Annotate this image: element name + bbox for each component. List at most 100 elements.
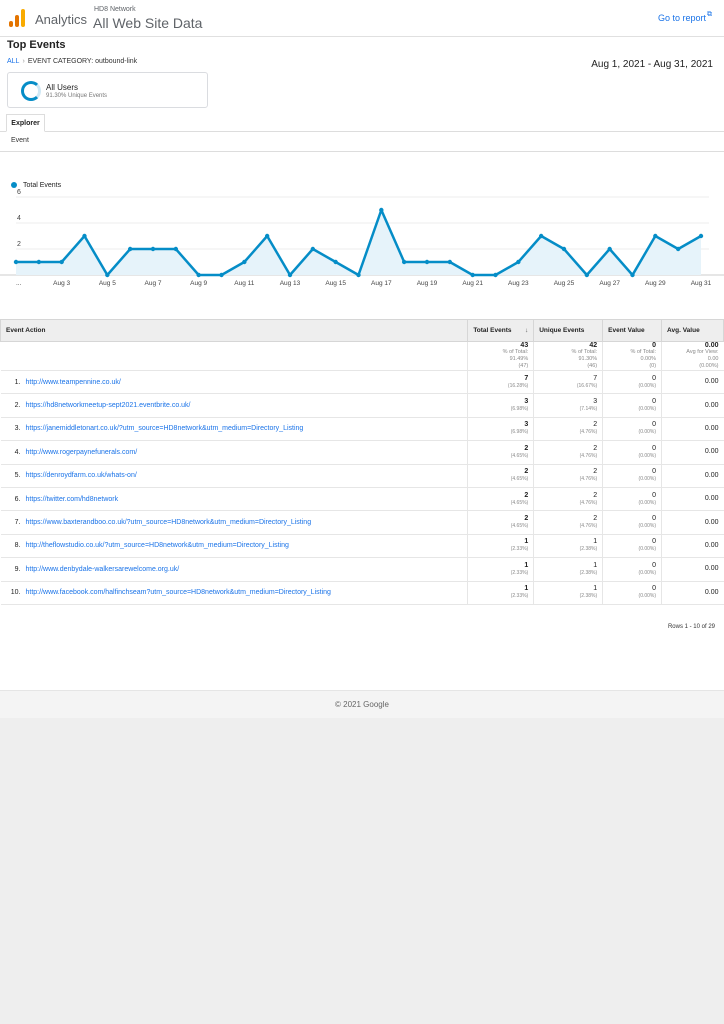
col-header-avg-value[interactable]: Avg. Value (661, 319, 724, 342)
table-row: 7. https://www.baxterandboo.co.uk/?utm_so… (0, 510, 724, 535)
data-point[interactable] (675, 246, 681, 252)
legend-total-events[interactable]: Total Events (23, 182, 62, 189)
breadcrumb-all-link[interactable]: ALL (7, 58, 20, 65)
col-header-event-action[interactable]: Event Action (0, 319, 469, 342)
event-value-cell: 0 (0.00%) (602, 510, 662, 535)
property-name[interactable]: All Web Site Data (93, 15, 203, 31)
totals-value-pct-label: % of Total: (630, 349, 657, 355)
x-tick-label: Aug 23 (508, 280, 529, 287)
data-point[interactable] (401, 259, 407, 265)
event-action-cell: 7. https://www.baxterandboo.co.uk/?utm_so… (0, 510, 468, 535)
data-point[interactable] (653, 233, 658, 239)
col-header-event-value[interactable]: Event Value (602, 319, 663, 342)
event-action-link[interactable]: http://www.rogerpaynefunerals.com/ (25, 448, 138, 456)
data-point[interactable] (561, 246, 567, 252)
data-point[interactable] (630, 272, 635, 278)
data-point[interactable] (493, 272, 498, 278)
data-point[interactable] (470, 272, 475, 278)
data-point[interactable] (105, 272, 110, 278)
event-action-link[interactable]: http://www.teampennine.co.uk/ (25, 378, 121, 386)
series-area (16, 210, 701, 275)
y-tick-label: 6 (17, 189, 21, 196)
x-tick-label: Aug 15 (325, 280, 346, 287)
totals-row: 43 % of Total: 91.49% (47) 42 % of Total… (0, 341, 724, 371)
x-tick-label: Aug 31 (691, 280, 712, 287)
data-point[interactable] (379, 207, 384, 213)
event-action-link[interactable]: https://hd8networkmeetup-sept2021.eventb… (25, 402, 191, 410)
data-point[interactable] (127, 246, 133, 252)
col-header-total-events[interactable]: Total Events ↓ (467, 319, 535, 342)
event-action-link[interactable]: https://janemiddletonart.co.uk/?utm_sour… (25, 425, 304, 433)
total-events-value: 2 (524, 444, 529, 452)
data-point[interactable] (516, 259, 521, 265)
event-action-link[interactable]: https://www.baxterandboo.co.uk/?utm_sour… (25, 519, 312, 527)
event-value-cell: 0 (0.00%) (602, 557, 662, 582)
avg-value-cell: 0.00 (661, 557, 724, 582)
data-point[interactable] (150, 246, 156, 252)
go-to-report-link[interactable]: Go to report (657, 13, 706, 23)
total-events-cell: 2 (4.65%) (467, 464, 534, 488)
event-action-link[interactable]: https://twitter.com/hd8network (25, 495, 119, 503)
event-value-cell: 0 (0.00%) (602, 487, 662, 512)
data-point[interactable] (242, 259, 247, 265)
brand-name: Analytics (35, 12, 88, 27)
event-action-link[interactable]: https://denroydfarm.co.uk/whats-on/ (25, 472, 137, 480)
event-value-value: 0 (652, 585, 657, 593)
table-row: 3. https://janemiddletonart.co.uk/?utm_so… (0, 417, 724, 442)
row-number: 3. (14, 425, 21, 433)
account-name: HD8 Network (94, 6, 136, 13)
tab-explorer[interactable]: Explorer (6, 114, 45, 132)
totals-avg-abs: (0.00%) (699, 363, 719, 369)
segment-card[interactable]: All Users 91.30% Unique Events (7, 72, 208, 108)
data-point[interactable] (264, 233, 270, 239)
data-point[interactable] (59, 259, 64, 265)
data-point[interactable] (333, 259, 338, 265)
table-row: 4. http://www.rogerpaynefunerals.com/2 (4.… (0, 440, 724, 465)
event-action-link[interactable]: http://www.facebook.com/halfinchseam?utm… (25, 589, 331, 597)
data-point[interactable] (424, 259, 430, 265)
data-point[interactable] (356, 272, 361, 278)
data-point[interactable] (447, 259, 453, 265)
totals-unique-value: 42 (589, 342, 598, 349)
data-point[interactable] (196, 272, 201, 278)
avg-value-value: 0.00 (704, 401, 719, 409)
totals-total-events: 43 % of Total: 91.49% (47) (467, 341, 534, 371)
external-link-icon[interactable]: ⧉ (707, 11, 712, 18)
data-point[interactable] (310, 246, 316, 252)
event-action-link[interactable]: http://www.denbydale-walkersarewelcome.o… (25, 565, 180, 573)
event-value-cell: 0 (0.00%) (602, 534, 662, 559)
total-events-value: 1 (524, 585, 529, 593)
table-row: 5. https://denroydfarm.co.uk/whats-on/2 (4… (0, 464, 724, 488)
col-header-unique-events[interactable]: Unique Events (533, 319, 604, 342)
avg-value-cell: 0.00 (661, 393, 724, 418)
data-point[interactable] (82, 233, 87, 239)
data-point[interactable] (698, 233, 704, 239)
data-point[interactable] (287, 272, 293, 278)
event-action-link[interactable]: http://theflowstudio.co.uk/?utm_source=H… (25, 542, 289, 550)
total-events-pct: (6.98%) (510, 429, 529, 436)
data-point[interactable] (36, 259, 42, 265)
data-point[interactable] (13, 259, 19, 265)
event-value-cell: 0 (0.00%) (602, 440, 662, 465)
sort-descending-icon: ↓ (524, 327, 529, 334)
avg-value-value: 0.00 (704, 495, 719, 503)
event-action-cell: 3. https://janemiddletonart.co.uk/?utm_so… (0, 417, 468, 442)
event-action-cell: 8. http://theflowstudio.co.uk/?utm_source… (0, 534, 468, 559)
total-events-pct: (2.33%) (510, 546, 529, 553)
primary-dimension-event[interactable]: Event (11, 137, 29, 144)
data-point[interactable] (538, 233, 544, 239)
unique-events-cell: 1 (2.38%) (533, 581, 603, 605)
data-point[interactable] (584, 272, 590, 278)
event-value-pct: (0.00%) (638, 569, 657, 576)
data-point[interactable] (219, 272, 224, 278)
event-value-value: 0 (652, 374, 657, 382)
unique-events-value: 3 (593, 398, 598, 406)
unique-events-value: 7 (593, 374, 598, 382)
date-range-picker[interactable]: Aug 1, 2021 - Aug 31, 2021 (591, 59, 713, 70)
total-events-cell: 2 (4.65%) (467, 510, 534, 535)
data-point[interactable] (173, 246, 179, 252)
unique-events-value: 1 (593, 585, 598, 593)
total-events-cell: 3 (6.98%) (467, 393, 534, 418)
subtab-divider (0, 151, 724, 152)
data-point[interactable] (607, 246, 612, 252)
